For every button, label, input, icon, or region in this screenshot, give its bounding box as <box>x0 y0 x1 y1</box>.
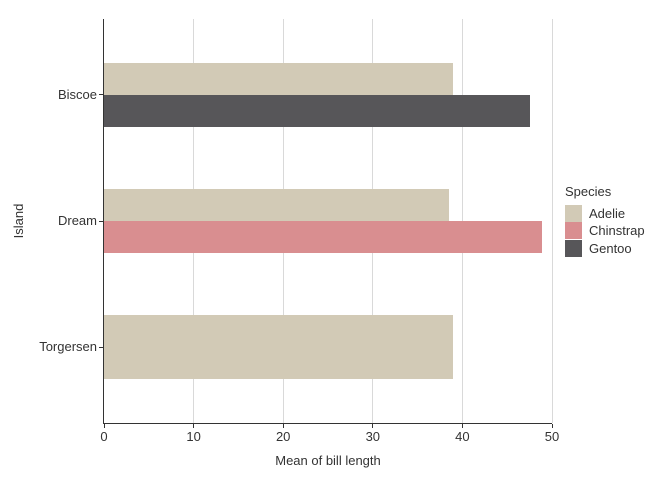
gridline <box>551 19 553 423</box>
legend-label: Gentoo <box>589 241 632 257</box>
x-tick <box>551 424 553 428</box>
legend-entry-gentoo: Gentoo <box>565 240 670 258</box>
legend-label: Adelie <box>589 205 626 221</box>
x-tick-label: 40 <box>455 429 470 444</box>
legend-entries: Adelie Chinstrap Gentoo <box>565 204 670 258</box>
x-tick-label: 30 <box>365 429 381 444</box>
y-tick <box>99 94 103 96</box>
y-tick <box>99 220 103 222</box>
x-axis-line <box>103 423 552 424</box>
x-tick <box>461 424 463 428</box>
bar-chinstrap-dream <box>104 221 542 253</box>
legend: Species Adelie Chinstrap Gentoo <box>565 184 670 258</box>
x-tick <box>282 424 284 428</box>
bar-gentoo-biscoe <box>104 94 530 127</box>
plot-panel <box>104 19 553 423</box>
legend-swatch-adelie-icon <box>565 204 582 222</box>
y-tick-label: Dream <box>57 213 97 228</box>
x-tick <box>193 424 195 428</box>
legend-entry-chinstrap: Chinstrap <box>565 222 670 240</box>
x-tick-label: 50 <box>544 429 560 444</box>
y-axis-title: Island <box>11 203 26 239</box>
legend-entry-adelie: Adelie <box>565 204 670 223</box>
x-tick-label: 20 <box>275 429 291 444</box>
y-tick-label: Biscoe <box>57 86 97 102</box>
legend-swatch-gentoo-icon <box>565 240 582 258</box>
legend-label: Chinstrap <box>589 223 645 239</box>
y-tick <box>99 346 103 348</box>
y-axis-line <box>103 19 104 424</box>
bar-adelie-torgersen <box>104 315 453 380</box>
bar-adelie-biscoe <box>104 62 454 95</box>
x-tick-label: 0 <box>100 429 108 444</box>
x-axis-title: Mean of bill length <box>275 453 381 468</box>
x-tick <box>372 424 374 428</box>
x-tick <box>103 424 105 428</box>
legend-title: Species <box>565 184 612 199</box>
x-tick-label: 10 <box>186 429 201 444</box>
bar-adelie-dream <box>104 189 449 221</box>
y-tick-label: Torgersen <box>39 339 97 355</box>
legend-swatch-chinstrap-icon <box>565 222 582 240</box>
